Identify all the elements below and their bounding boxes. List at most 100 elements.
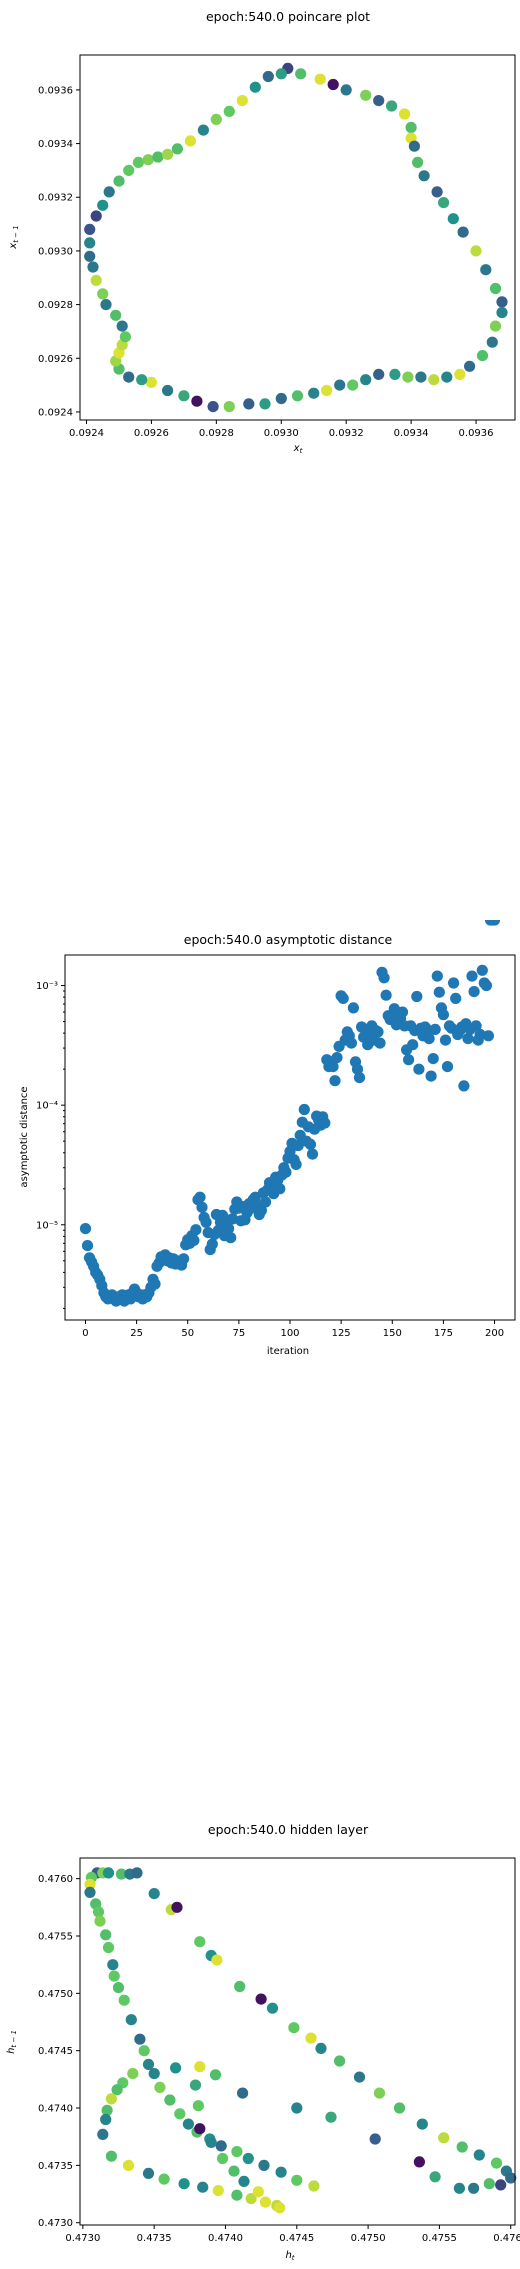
asymptotic-xtick-label: 175 bbox=[434, 1328, 453, 1339]
poincare-point bbox=[208, 401, 219, 412]
poincare-point bbox=[97, 200, 108, 211]
asymptotic-point bbox=[413, 1064, 424, 1075]
asymptotic-point bbox=[331, 1052, 342, 1063]
poincare-point bbox=[84, 251, 95, 262]
asymptotic-point bbox=[201, 1217, 212, 1228]
poincare-point bbox=[386, 100, 397, 111]
poincare-ytick-label: 0.0930 bbox=[38, 246, 73, 257]
hidden-point bbox=[228, 2166, 239, 2177]
hidden-point bbox=[243, 2153, 254, 2164]
hidden-point bbox=[113, 1982, 124, 1993]
hidden-ylabel: ht − 1 bbox=[6, 2030, 18, 2054]
hidden-point bbox=[109, 1971, 120, 1982]
hidden-point bbox=[159, 2174, 170, 2185]
poincare-xtick-label: 0.0928 bbox=[199, 428, 234, 439]
hidden-xtick-label: 0.4735 bbox=[137, 2233, 172, 2244]
poincare-point bbox=[490, 321, 501, 332]
hidden-ytick-label: 0.4760 bbox=[38, 1874, 73, 1885]
hidden-point bbox=[100, 2114, 111, 2125]
asymptotic-xtick-label: 100 bbox=[280, 1328, 299, 1339]
poincare-title: epoch:540.0 poincare plot bbox=[206, 9, 370, 24]
hidden-point bbox=[237, 2088, 248, 2099]
hidden-point bbox=[84, 1887, 95, 1898]
hidden-point bbox=[179, 2178, 190, 2189]
hidden-point bbox=[164, 2094, 175, 2105]
poincare-point bbox=[224, 401, 235, 412]
poincare-point bbox=[172, 143, 183, 154]
poincare-point bbox=[91, 275, 102, 286]
poincare-point bbox=[438, 197, 449, 208]
asymptotic-xticks: 0 25 50 75 100 125 150 175 200 bbox=[82, 1320, 504, 1339]
hidden-point bbox=[291, 2175, 302, 2186]
hidden-point bbox=[291, 2102, 302, 2113]
asymptotic-point bbox=[440, 1035, 451, 1046]
asymptotic-xtick-label: 125 bbox=[332, 1328, 351, 1339]
hidden-point bbox=[234, 1981, 245, 1992]
hidden-point bbox=[231, 2146, 242, 2157]
hidden-xtick-label: 0.4745 bbox=[279, 2233, 314, 2244]
poincare-point bbox=[243, 398, 254, 409]
hidden-point bbox=[253, 2186, 264, 2197]
asymptotic-point bbox=[207, 1239, 218, 1250]
hidden-point bbox=[315, 2043, 326, 2054]
asymptotic-point bbox=[438, 1009, 449, 1020]
poincare-point bbox=[84, 237, 95, 248]
hidden-xtick-label: 0.4730 bbox=[65, 2233, 100, 2244]
asymptotic-point bbox=[428, 1053, 439, 1064]
asymptotic-point bbox=[462, 1033, 473, 1044]
asymptotic-xtick-label: 50 bbox=[181, 1328, 194, 1339]
hidden-point bbox=[354, 2072, 365, 2083]
poincare-point bbox=[458, 227, 469, 238]
poincare-point bbox=[415, 372, 426, 383]
poincare-point bbox=[117, 321, 128, 332]
hidden-point bbox=[134, 2034, 145, 2045]
hidden-ytick-label: 0.4745 bbox=[38, 2046, 73, 2057]
asymptotic-point bbox=[407, 1039, 418, 1050]
hidden-point bbox=[143, 2168, 154, 2179]
hidden-point bbox=[210, 2069, 221, 2080]
poincare-point bbox=[373, 95, 384, 106]
poincare-point bbox=[123, 372, 134, 383]
poincare-point bbox=[120, 331, 131, 342]
poincare-point bbox=[259, 398, 270, 409]
asymptotic-point bbox=[291, 1159, 302, 1170]
hidden-point bbox=[171, 1902, 182, 1913]
asymptotic-point bbox=[319, 1117, 330, 1128]
asymptotic-ytick-label: 10⁻⁵ bbox=[36, 1220, 58, 1231]
asymptotic-point bbox=[379, 972, 390, 983]
asymptotic-point bbox=[426, 1071, 437, 1082]
asymptotic-xtick-label: 25 bbox=[130, 1328, 143, 1339]
asymptotic-point bbox=[280, 1167, 291, 1178]
hidden-point bbox=[170, 2062, 181, 2073]
poincare-point bbox=[373, 369, 384, 380]
hidden-xtick-label: 0.4760 bbox=[493, 2233, 520, 2244]
poincare-point bbox=[321, 385, 332, 396]
hidden-point bbox=[325, 2112, 336, 2123]
hidden-points bbox=[84, 1867, 516, 2213]
hidden-title: epoch:540.0 hidden layer bbox=[208, 1822, 369, 1837]
hidden-point bbox=[305, 2033, 316, 2044]
hidden-point bbox=[103, 1867, 114, 1878]
hidden-point bbox=[217, 2153, 228, 2164]
poincare-point bbox=[100, 299, 111, 310]
poincare-point bbox=[480, 264, 491, 275]
asymptotic-axes-frame bbox=[65, 955, 515, 1320]
hidden-point bbox=[288, 2022, 299, 2033]
asymptotic-point bbox=[458, 1080, 469, 1091]
poincare-ytick-label: 0.0934 bbox=[38, 139, 73, 150]
asymptotic-yticks: 10⁻⁵ 10⁻⁴ 10⁻³ bbox=[36, 981, 65, 1308]
asymptotic-ytick-label: 10⁻⁴ bbox=[36, 1101, 58, 1112]
asymptotic-point bbox=[372, 1026, 383, 1037]
asymptotic-point bbox=[225, 1232, 236, 1243]
poincare-point bbox=[123, 165, 134, 176]
asymptotic-ytick-label: 10⁻³ bbox=[36, 981, 58, 992]
poincare-point bbox=[328, 79, 339, 90]
hidden-xticks: 0.4730 0.4735 0.4740 0.4745 0.4750 0.4755 0.47… bbox=[65, 2225, 520, 2244]
poincare-point bbox=[315, 74, 326, 85]
hidden-point bbox=[495, 2179, 506, 2190]
hidden-point bbox=[193, 2100, 204, 2111]
asymptotic-point bbox=[381, 990, 392, 1001]
asymptotic-point bbox=[450, 993, 461, 1004]
poincare-xtick-label: 0.0932 bbox=[329, 428, 364, 439]
poincare-point bbox=[487, 337, 498, 348]
